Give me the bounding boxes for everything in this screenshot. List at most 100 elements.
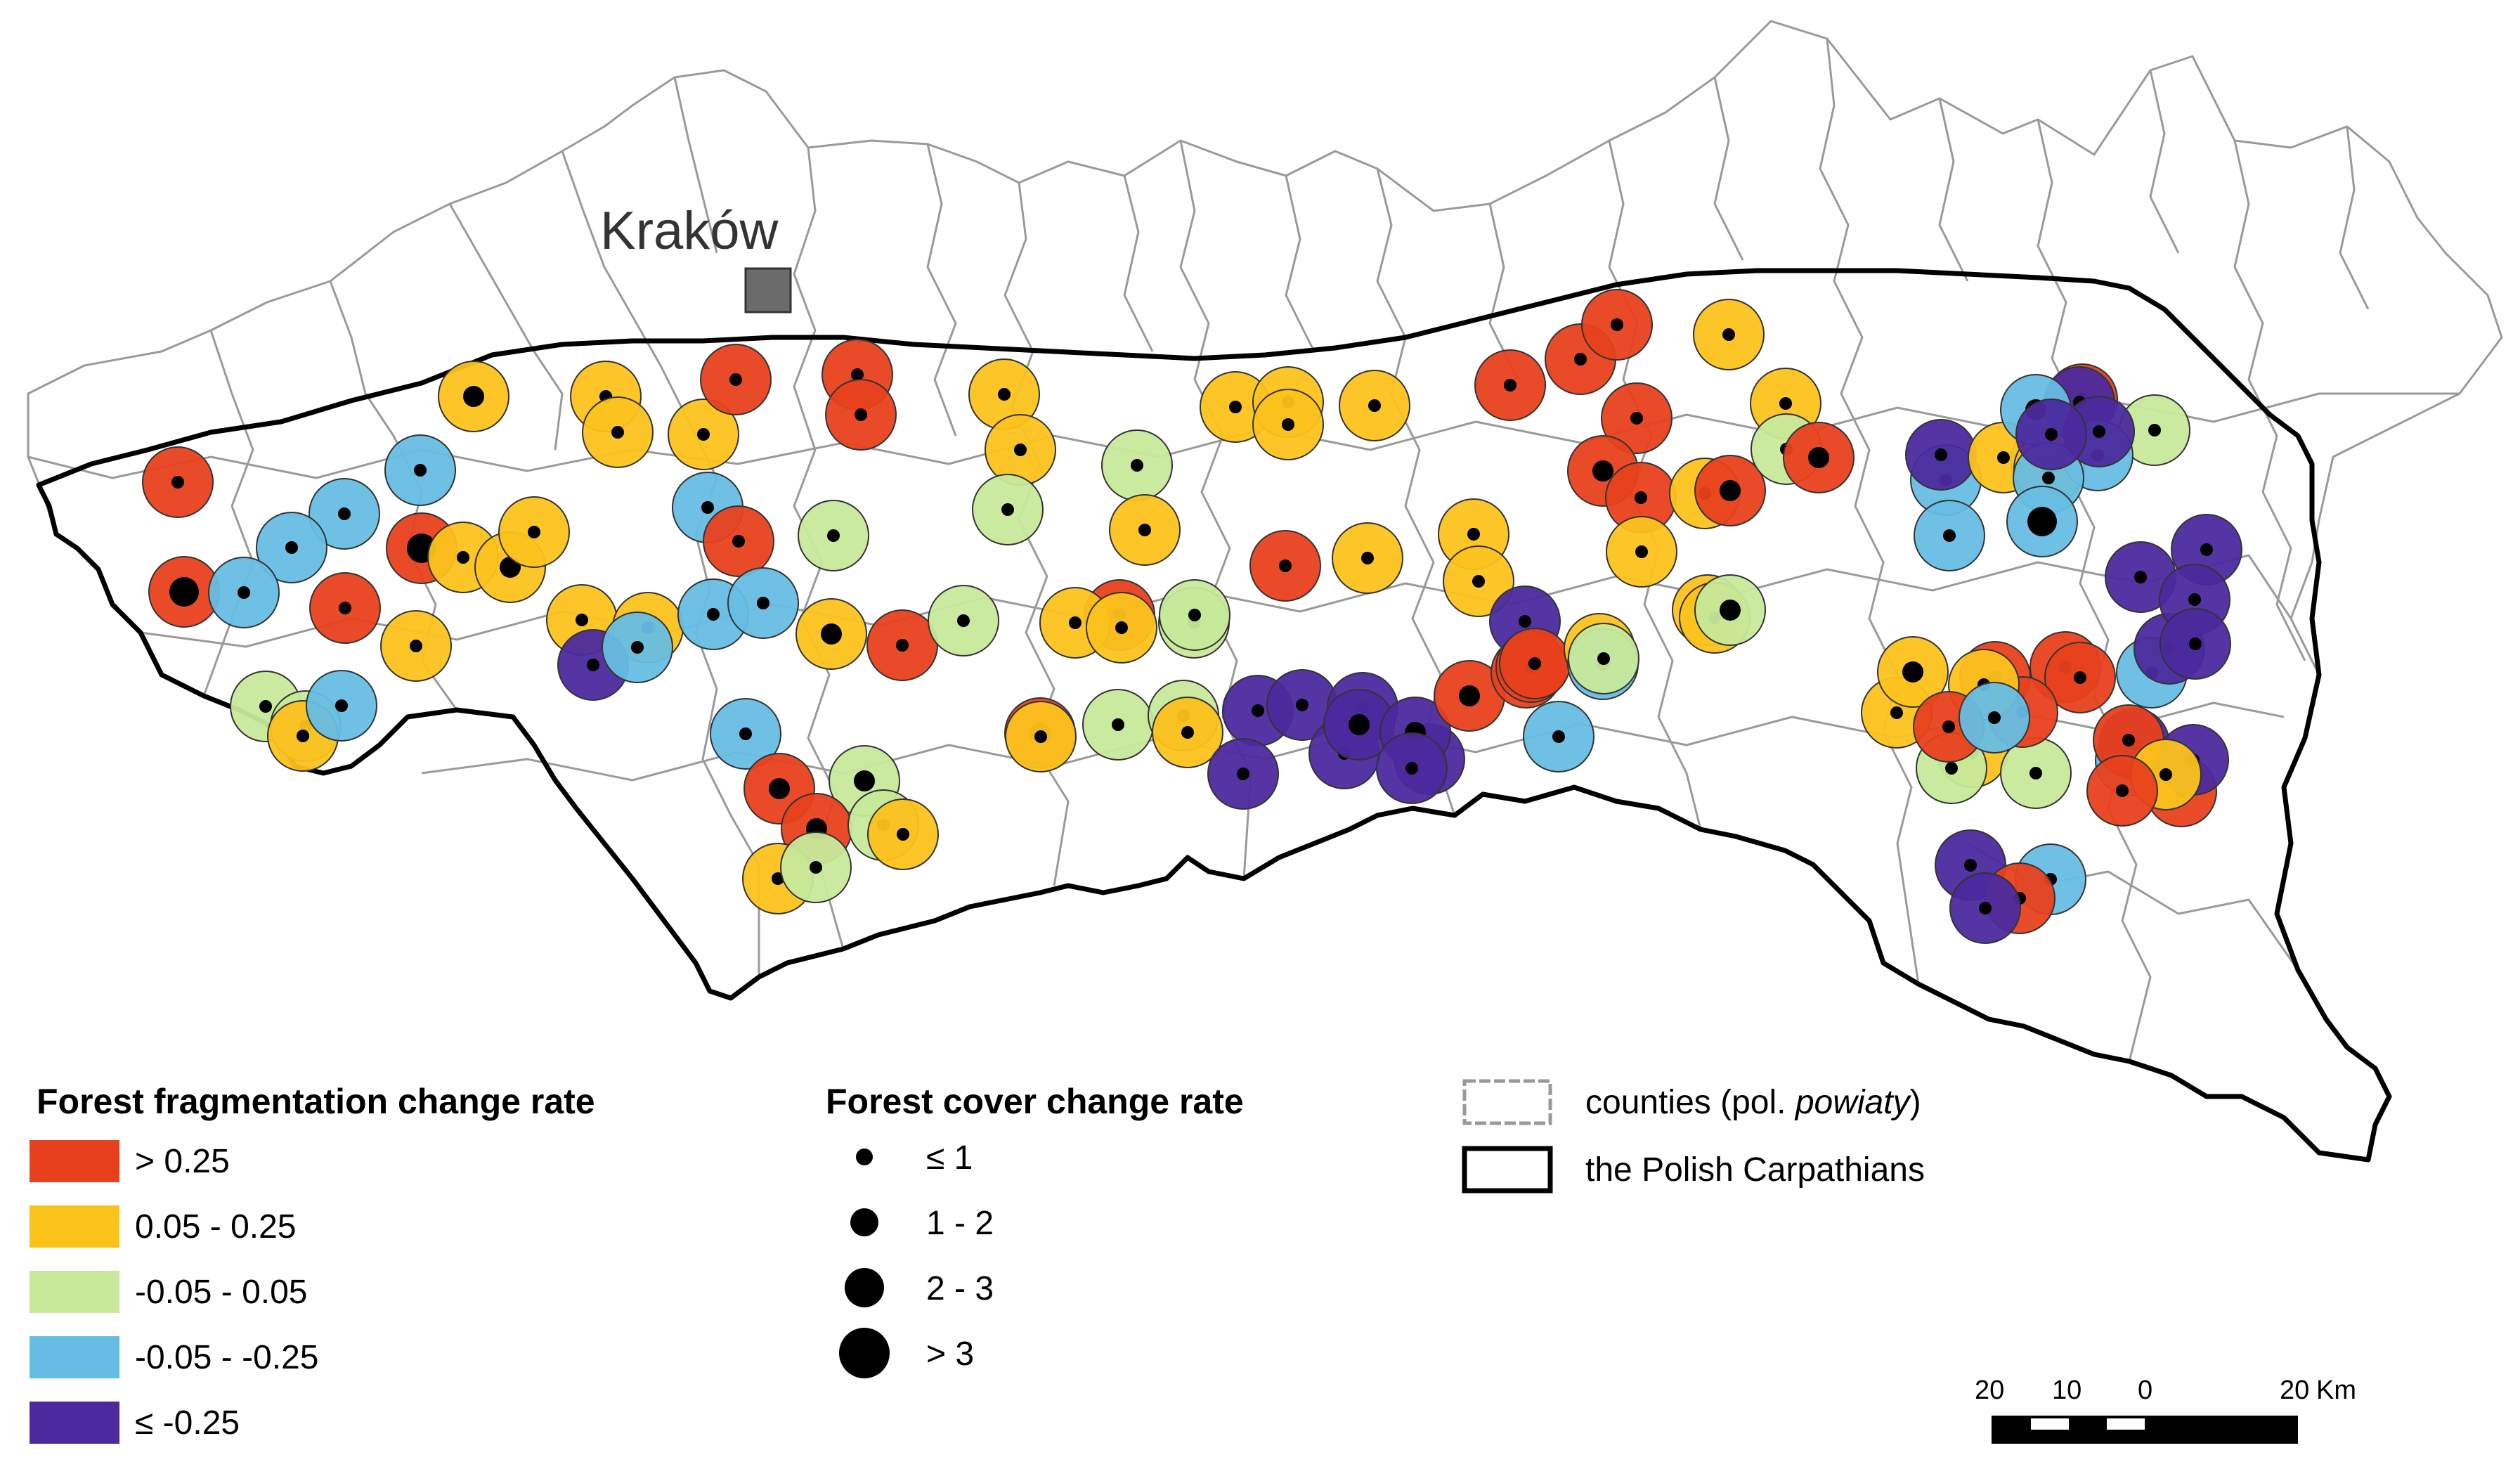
cover-dot: [1296, 699, 1308, 711]
cover-dot: [259, 700, 272, 713]
data-point: [710, 698, 781, 770]
cover-dot: [1574, 353, 1587, 366]
data-point: [2015, 399, 2087, 470]
legend-cover-label: ≤ 1: [926, 1139, 973, 1177]
cover-dot: [1997, 451, 2010, 464]
cover-dot: [1472, 575, 1485, 588]
data-point: [1101, 429, 1173, 501]
data-point: [602, 612, 673, 683]
cover-dot: [729, 373, 742, 386]
legend-boundaries: counties (pol. powiaty) the Polish Carpa…: [1462, 1079, 1925, 1193]
cover-dot: [1115, 621, 1128, 634]
cover-dot: [285, 541, 298, 554]
krakow-square: [744, 267, 792, 313]
legend-cover-dot: [850, 1208, 878, 1236]
data-point: [1376, 732, 1448, 804]
cover-dot: [1282, 418, 1294, 431]
legend-fragmentation-swatch: [30, 1402, 119, 1444]
cover-dot: [339, 602, 351, 614]
cover-dot: [897, 828, 909, 841]
cover-dot: [2042, 472, 2055, 484]
data-point: [1152, 697, 1223, 768]
cover-dot: [338, 507, 351, 520]
data-point: [2006, 486, 2078, 557]
cover-dot: [2159, 768, 2172, 781]
scale-label-20-left: 20: [1975, 1376, 2004, 1405]
cover-dot: [1890, 706, 1903, 719]
data-point: [256, 512, 327, 583]
data-point: [1694, 574, 1766, 646]
cover-dot: [697, 428, 710, 441]
legend-cover-title: Forest cover change rate: [826, 1082, 1244, 1121]
data-point: [1905, 419, 1977, 491]
data-point: [1252, 389, 1324, 460]
cover-dot: [1722, 328, 1735, 341]
scale-label-0: 0: [2138, 1376, 2152, 1405]
data-point: [1005, 701, 1077, 772]
cover-dot: [528, 526, 540, 538]
cover-dot: [769, 778, 790, 799]
cover-dot: [2029, 767, 2042, 779]
legend-fragmentation-label: ≤ -0.25: [135, 1404, 240, 1442]
data-point: [1474, 349, 1546, 421]
cover-dot: [1945, 762, 1958, 775]
data-point: [142, 446, 214, 518]
cover-dot: [1720, 600, 1741, 621]
cover-dot: [1519, 615, 1531, 628]
scale-label-20-right: 20: [2280, 1376, 2309, 1405]
data-point: [1249, 530, 1321, 602]
data-point: [727, 567, 799, 639]
cover-dot: [1635, 545, 1648, 558]
cover-dot: [1368, 399, 1381, 412]
cover-dot: [821, 623, 842, 645]
cover-dot: [851, 368, 864, 381]
cover-dot: [1361, 552, 1374, 564]
data-point: [780, 832, 852, 903]
cover-dot: [297, 730, 309, 742]
cover-dot: [757, 597, 769, 609]
cover-dot: [855, 408, 867, 421]
cover-dot: [1181, 726, 1194, 739]
cover-dot: [1943, 529, 1956, 542]
legend-cover-label: > 3: [926, 1335, 974, 1373]
legend-counties-label: counties (pol. powiaty): [1585, 1084, 1921, 1121]
data-point: [825, 379, 897, 451]
cover-dot: [587, 659, 599, 671]
cover-dot: [1902, 661, 1923, 683]
data-point: [1877, 636, 1949, 708]
cover-dot: [1935, 448, 1947, 461]
data-point: [148, 556, 220, 628]
data-point: [1523, 701, 1595, 772]
cover-dot: [410, 640, 422, 652]
data-point: [1323, 689, 1395, 761]
data-point: [306, 670, 377, 742]
cover-dot: [1635, 491, 1647, 504]
cover-dot: [1779, 397, 1792, 410]
cover-dot: [1405, 762, 1418, 775]
cover-dot: [1014, 444, 1027, 456]
data-point: [866, 609, 938, 681]
cover-dot: [1808, 447, 1829, 468]
data-point: [582, 396, 654, 468]
cover-dot: [1034, 730, 1047, 743]
data-point: [1568, 623, 1639, 694]
cover-dot: [169, 577, 199, 607]
data-point: [1086, 592, 1157, 664]
cover-dot: [1069, 616, 1082, 629]
cover-dot: [998, 388, 1011, 401]
cover-dot: [2045, 428, 2058, 441]
cover-dot: [611, 426, 624, 439]
legend-fragmentation-swatch: [30, 1336, 119, 1378]
data-point: [798, 500, 869, 571]
data-point: [867, 798, 939, 870]
data-point: [700, 344, 772, 415]
cover-dot: [2116, 784, 2129, 797]
data-point: [1109, 494, 1181, 566]
cover-dot: [1459, 685, 1480, 706]
data-point: [972, 474, 1044, 545]
data-point: [1339, 370, 1410, 441]
krakow-marker: Kraków: [600, 201, 792, 313]
cover-dot: [810, 861, 822, 874]
data-point: [308, 478, 380, 550]
